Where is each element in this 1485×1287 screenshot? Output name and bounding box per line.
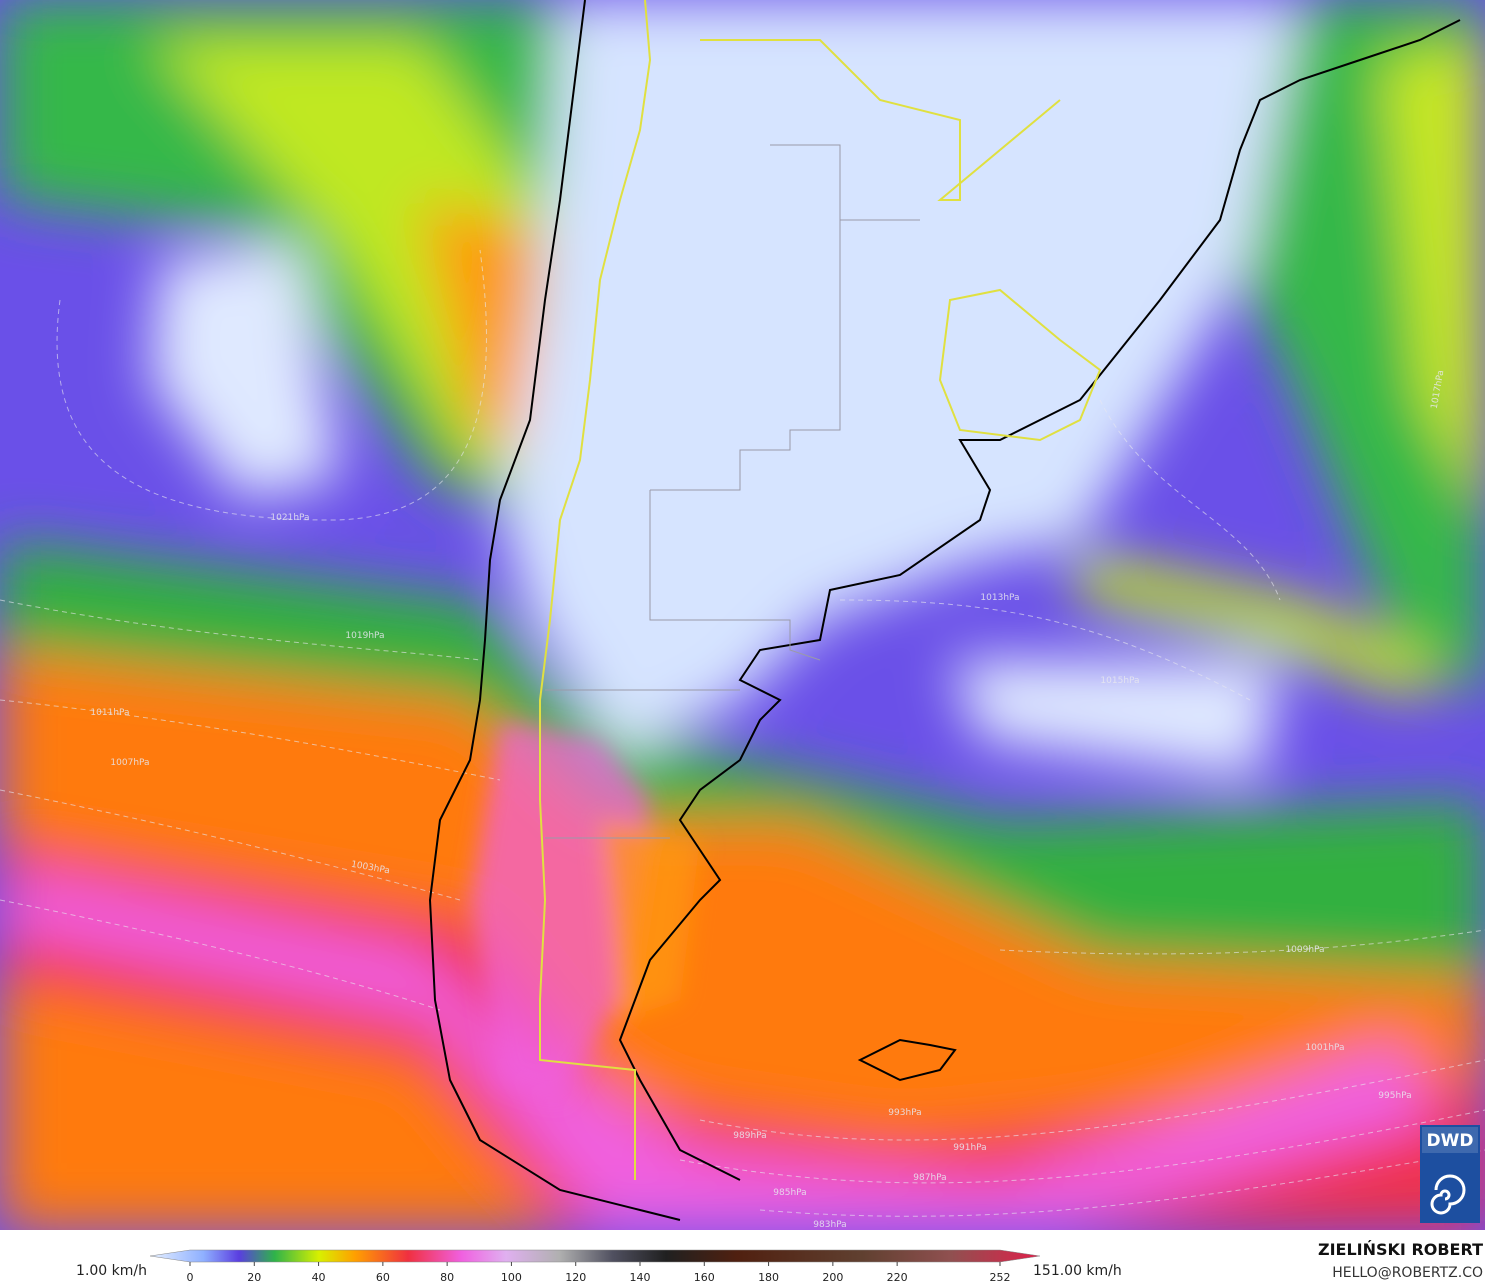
isobar-label: 1007hPa xyxy=(110,758,149,768)
isobars xyxy=(0,249,1485,1217)
logo-text: DWD xyxy=(1427,1131,1474,1151)
isobar-label: 1019hPa xyxy=(345,631,384,641)
isobar-label: 991hPa xyxy=(953,1143,986,1153)
isobar-label: 983hPa xyxy=(813,1220,846,1230)
map-field xyxy=(0,0,1485,1230)
colorbar-tick-label: 0 xyxy=(187,1271,194,1284)
colorbar-tick-label: 20 xyxy=(247,1271,261,1284)
email: HELLO@ROBERTZ.CO xyxy=(1332,1265,1483,1281)
isobar-label: 995hPa xyxy=(1378,1091,1411,1101)
author: ZIELIŃSKI ROBERT xyxy=(1318,1240,1483,1259)
isobar-labels: 1021hPa1019hPa1013hPa1015hPa1017hPa1011h… xyxy=(90,370,1446,1230)
colorbar-tick-label: 40 xyxy=(312,1271,326,1284)
logo-swirl xyxy=(1430,1174,1466,1215)
colorbar-min-label: 1.00 km/h xyxy=(76,1263,147,1279)
colorbar-tick-label: 60 xyxy=(376,1271,390,1284)
colorbar-tick-label: 80 xyxy=(440,1271,454,1284)
coastline xyxy=(428,0,1461,1221)
dwd-logo: DWD xyxy=(1420,1125,1480,1223)
isobar-label: 1011hPa xyxy=(90,708,129,718)
provinces xyxy=(545,144,920,839)
borders xyxy=(539,0,1102,1180)
isobar-label: 1021hPa xyxy=(270,513,309,523)
colorbar-ramp xyxy=(149,1249,1041,1263)
colorbar-tick-label: 160 xyxy=(694,1271,715,1284)
colorbar-tick-label: 120 xyxy=(565,1271,586,1284)
colorbar-tick-label: 200 xyxy=(822,1271,843,1284)
isobar-label: 989hPa xyxy=(733,1131,766,1141)
colorbar-tick-label: 180 xyxy=(758,1271,779,1284)
colorbar-tick-label: 252 xyxy=(990,1271,1011,1284)
isobar-label: 1015hPa xyxy=(1100,676,1139,686)
colorbar: 1.00 km/h 151.00 km/h 0 20 40 60 80 100 120 140… xyxy=(76,1249,1122,1284)
colorbar-tick-label: 140 xyxy=(630,1271,651,1284)
isobar-label: 1009hPa xyxy=(1285,945,1324,955)
isobar-label: 1013hPa xyxy=(980,593,1019,603)
isobar-label: 987hPa xyxy=(913,1173,946,1183)
isobar-label: 985hPa xyxy=(773,1188,806,1198)
colorbar-tick-label: 220 xyxy=(887,1271,908,1284)
isobar-label: 993hPa xyxy=(888,1108,921,1118)
isobar-label: 1001hPa xyxy=(1305,1043,1344,1053)
colorbar-max-label: 151.00 km/h xyxy=(1033,1263,1122,1279)
colorbar-tick-label: 100 xyxy=(501,1271,522,1284)
